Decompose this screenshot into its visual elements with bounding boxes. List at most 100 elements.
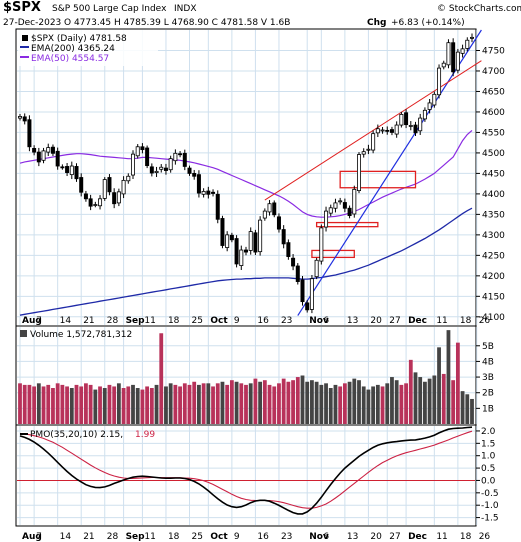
price-tick-label: 4350 bbox=[482, 210, 505, 220]
volume-bar bbox=[366, 389, 371, 424]
volume-bar bbox=[291, 380, 295, 424]
x-tick-label-bottom: 25 bbox=[192, 532, 203, 542]
x-tick-label-bottom: 16 bbox=[257, 532, 269, 542]
volume-bar bbox=[173, 384, 178, 424]
volume-bar bbox=[98, 386, 102, 424]
volume-bar bbox=[465, 394, 470, 424]
volume-bar bbox=[65, 386, 69, 424]
volume-tick-label: 5B bbox=[482, 342, 494, 352]
volume-bar bbox=[159, 333, 164, 424]
volume-tick-label: 2B bbox=[482, 389, 494, 399]
volume-bar bbox=[333, 384, 338, 424]
pmo-tick-label: -0.5 bbox=[481, 489, 499, 499]
candle-body bbox=[121, 179, 126, 195]
gap-box bbox=[311, 249, 355, 259]
candle-body bbox=[404, 112, 409, 126]
change-value: +6.83 (+0.14%) bbox=[391, 18, 465, 28]
x-tick-label-bottom: 13 bbox=[347, 532, 358, 542]
candle-body bbox=[206, 190, 211, 195]
gap-box bbox=[315, 221, 379, 228]
x-tick-label-bottom: 7 bbox=[36, 532, 42, 542]
x-tick-label-bottom: 21 bbox=[83, 532, 94, 542]
volume-bar bbox=[145, 386, 150, 424]
volume-bar bbox=[267, 384, 272, 424]
volume-bar bbox=[60, 384, 65, 424]
volume-bar bbox=[197, 384, 201, 424]
x-tick-label: 9 bbox=[234, 316, 240, 326]
candle-body bbox=[389, 129, 394, 133]
legend-volume: Volume 1,572,781,312 bbox=[30, 330, 132, 340]
ema50-line bbox=[19, 129, 473, 218]
candle-body bbox=[116, 191, 121, 204]
pmo-tick-label: 1.5 bbox=[481, 439, 495, 449]
candle-body bbox=[69, 165, 74, 176]
index-name: S&P 500 Large Cap Index bbox=[52, 4, 167, 14]
volume-bar bbox=[277, 383, 281, 424]
candle-body bbox=[342, 202, 347, 209]
legend-pmo-signal: 1.99 bbox=[135, 430, 155, 440]
volume-bar bbox=[164, 386, 168, 424]
volume-bar bbox=[310, 380, 314, 424]
x-tick-label: 20 bbox=[370, 316, 382, 326]
change-label: Chg bbox=[367, 18, 386, 28]
pmo-tick-label: 2.0 bbox=[481, 427, 496, 437]
volume-legend-swatch bbox=[20, 330, 27, 337]
candle-body bbox=[93, 204, 98, 206]
volume-bar bbox=[126, 386, 131, 424]
candle-body bbox=[286, 242, 291, 257]
volume-bar bbox=[18, 383, 22, 424]
candle-body bbox=[88, 198, 93, 207]
source-credit: © StockCharts.com bbox=[437, 4, 521, 14]
price-tick-label: 4750 bbox=[482, 46, 505, 56]
candle-body bbox=[361, 151, 366, 155]
price-legend-swatch bbox=[22, 35, 28, 41]
candle-body bbox=[243, 249, 248, 253]
volume-tick-label: 4B bbox=[482, 357, 494, 367]
candle-body bbox=[427, 102, 432, 110]
candle-body bbox=[437, 67, 442, 96]
volume-bar bbox=[36, 383, 41, 424]
x-tick-label-bottom: 23 bbox=[281, 532, 292, 542]
candle-body bbox=[60, 166, 65, 169]
price-tick-label: 4250 bbox=[482, 251, 505, 261]
pmo-signal-line bbox=[19, 430, 473, 509]
x-tick-label: Aug bbox=[22, 316, 42, 326]
volume-bar bbox=[192, 381, 197, 424]
candle-body bbox=[225, 234, 230, 248]
candle-body bbox=[314, 259, 319, 278]
volume-bar bbox=[338, 386, 343, 424]
volume-bar bbox=[220, 381, 225, 424]
x-tick-label-bottom: 26 bbox=[479, 532, 491, 542]
x-axes: AugAug77141421212828SepSep111118182525Oc… bbox=[22, 316, 490, 542]
x-tick-label: 28 bbox=[107, 316, 119, 326]
legend-ema200: EMA(200) 4365.24 bbox=[31, 44, 115, 54]
candle-body bbox=[291, 257, 296, 267]
candle-body bbox=[460, 48, 465, 54]
candle-body bbox=[126, 175, 131, 182]
volume-bar bbox=[229, 380, 234, 424]
candle-body bbox=[356, 154, 361, 192]
volume-bar bbox=[248, 383, 253, 424]
candle-body bbox=[140, 146, 145, 151]
price-tick-label: 4150 bbox=[482, 292, 505, 302]
volume-bar bbox=[244, 384, 248, 424]
price-legend-bg bbox=[18, 30, 158, 66]
candle-body bbox=[394, 124, 399, 135]
candle-body bbox=[446, 42, 451, 66]
volume-bar bbox=[470, 398, 474, 424]
candle-body bbox=[375, 128, 380, 134]
volume-bar bbox=[79, 386, 84, 424]
x-tick-label-bottom: 18 bbox=[460, 532, 472, 542]
volume-bar bbox=[121, 388, 126, 424]
x-tick-label-bottom: 14 bbox=[60, 532, 72, 542]
x-tick-label: Nov bbox=[309, 316, 329, 326]
candle-body bbox=[130, 153, 135, 176]
volume-bar bbox=[69, 388, 74, 424]
volume-bar bbox=[385, 383, 390, 424]
candle-body bbox=[455, 51, 460, 71]
candle-body bbox=[159, 166, 164, 170]
price-tick-label: 4400 bbox=[482, 190, 505, 200]
candle-body bbox=[319, 227, 324, 262]
candle-body bbox=[173, 152, 178, 162]
price-layer bbox=[17, 29, 482, 316]
